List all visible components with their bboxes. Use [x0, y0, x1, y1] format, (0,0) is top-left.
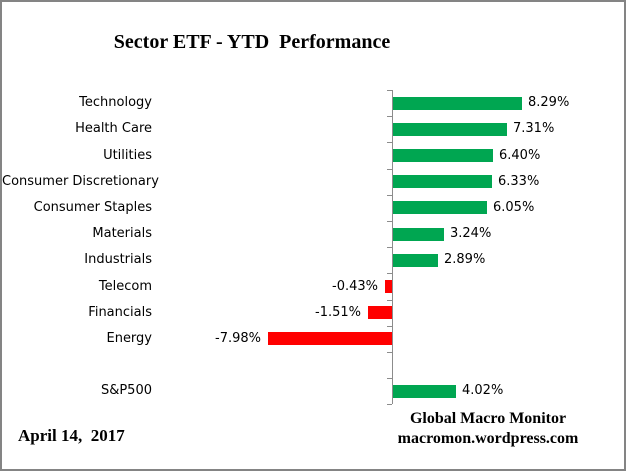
value-label: -0.43%	[332, 279, 378, 294]
bar	[393, 97, 522, 110]
value-label: 4.02%	[462, 383, 504, 398]
axis-tick	[387, 90, 392, 91]
axis-tick	[387, 273, 392, 274]
category-label: Consumer Staples	[33, 200, 152, 215]
category-label: Technology	[79, 95, 152, 110]
category-label: Telecom	[98, 279, 152, 294]
category-label: Consumer Discretionary	[2, 174, 159, 189]
category-label: Financials	[88, 305, 152, 320]
category-label: Materials	[92, 226, 152, 241]
axis-tick	[387, 142, 392, 143]
source-attribution: Global Macro Monitor macromon.wordpress.…	[396, 409, 580, 449]
bar	[393, 385, 456, 398]
value-label: -1.51%	[315, 305, 361, 320]
value-label: 6.05%	[493, 200, 535, 215]
axis-tick	[387, 404, 392, 405]
value-label: 7.31%	[513, 121, 555, 136]
axis-tick	[387, 352, 392, 353]
value-label: 2.89%	[444, 252, 486, 267]
axis-tick	[387, 300, 392, 301]
bar	[385, 280, 392, 293]
axis-tick	[387, 247, 392, 248]
bar	[393, 175, 492, 188]
bar	[368, 306, 392, 319]
value-axis	[392, 90, 393, 405]
bar	[393, 201, 487, 214]
source-url: macromon.wordpress.com	[397, 430, 579, 447]
bar	[393, 123, 507, 136]
bar	[393, 149, 493, 162]
value-label: 6.40%	[499, 148, 541, 163]
axis-tick	[387, 169, 392, 170]
category-label: Utilities	[103, 148, 152, 163]
axis-tick	[387, 116, 392, 117]
value-label: 8.29%	[528, 95, 570, 110]
bar	[393, 228, 444, 241]
axis-tick	[387, 378, 392, 379]
value-label: 6.33%	[498, 174, 540, 189]
category-label: Energy	[106, 331, 152, 346]
value-label: -7.98%	[215, 331, 261, 346]
source-name: Global Macro Monitor	[409, 410, 567, 427]
category-label: S&P500	[100, 383, 152, 398]
value-label: 3.24%	[450, 226, 492, 241]
category-label: Health Care	[75, 121, 152, 136]
axis-tick	[387, 221, 392, 222]
category-label: Industrials	[84, 252, 152, 267]
bar	[268, 332, 392, 345]
bar	[393, 254, 438, 267]
axis-tick	[387, 326, 392, 327]
chart-title: Sector ETF - YTD Performance	[113, 31, 391, 53]
date-label: April 14, 2017	[18, 426, 125, 445]
axis-tick	[387, 195, 392, 196]
